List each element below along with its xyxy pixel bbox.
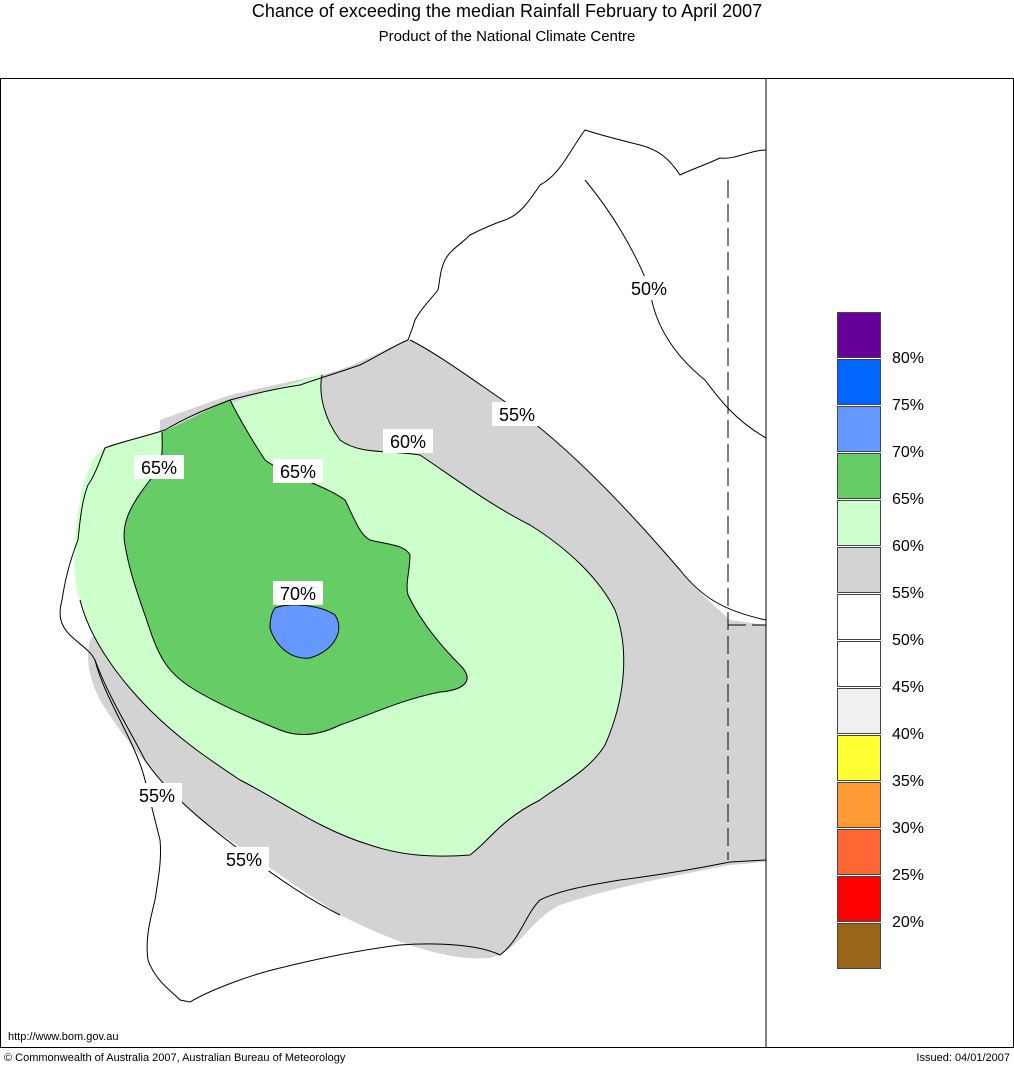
- footer-url[interactable]: http://www.bom.gov.au: [8, 1031, 119, 1043]
- contour-label-55-a-text: 55%: [499, 405, 535, 425]
- contour-65: [123, 399, 468, 735]
- coastline: [59, 98, 767, 1003]
- legend-label: 20%: [892, 914, 925, 931]
- contour-label-65-a-text: 65%: [141, 458, 177, 478]
- map-subtitle: Product of the National Climate Centre: [378, 28, 636, 45]
- footer-copyright: © Commonwealth of Australia 2007, Austra…: [4, 1052, 346, 1064]
- legend-label: 70%: [892, 444, 925, 461]
- legend-swatch: [837, 547, 881, 593]
- legend-swatch: [837, 688, 881, 734]
- legend-swatch: [837, 406, 881, 452]
- legend-swatch: [837, 453, 881, 499]
- contour-label-55-b-text: 55%: [139, 786, 175, 806]
- legend-swatch: [837, 735, 881, 781]
- legend-label: 30%: [892, 820, 925, 837]
- legend-swatch: [837, 782, 881, 828]
- zone-65-70: [124, 400, 468, 735]
- contour-55-south: [94, 659, 341, 916]
- legend-label: 65%: [892, 491, 925, 508]
- legend-swatch: [837, 312, 881, 358]
- contour-label-60: 60%: [383, 429, 433, 453]
- footer-issued: Issued: 04/01/2007: [916, 1052, 1010, 1064]
- legend-swatch: [837, 500, 881, 546]
- contour-label-60-text: 60%: [390, 432, 426, 452]
- contour-label-65-b-text: 65%: [280, 462, 316, 482]
- legend-swatch: [837, 594, 881, 640]
- legend-label: 75%: [892, 397, 925, 414]
- legend-label: 25%: [892, 867, 925, 884]
- contour-50: [584, 179, 767, 439]
- contour-label-50: 50%: [624, 276, 674, 300]
- contour-label-65-a: 65%: [134, 455, 184, 479]
- contour-label-55-a: 55%: [492, 402, 542, 426]
- contour-label-55-b: 55%: [132, 783, 182, 807]
- legend-swatch: [837, 359, 881, 405]
- contour-55-north: [409, 339, 767, 621]
- contour-label-70-text: 70%: [280, 584, 316, 604]
- map-title: Chance of exceeding the median Rainfall …: [251, 1, 763, 21]
- legend-swatch: [837, 641, 881, 687]
- legend-swatch: [837, 923, 881, 969]
- legend-label: 55%: [892, 585, 925, 602]
- contour-label-55-c-text: 55%: [226, 850, 262, 870]
- legend-swatch: [837, 829, 881, 875]
- contour-60: [79, 374, 625, 857]
- contour-label-70: 70%: [273, 581, 323, 605]
- contour-label-55-c: 55%: [219, 847, 269, 871]
- legend-label: 40%: [892, 726, 925, 743]
- zone-70-75: [269, 604, 340, 659]
- legend-swatch: [837, 876, 881, 922]
- contour-label-50-text: 50%: [631, 279, 667, 299]
- legend-label: 35%: [892, 773, 925, 790]
- legend-label: 60%: [892, 538, 925, 555]
- legend-label: 45%: [892, 679, 925, 696]
- legend-label: 80%: [892, 350, 925, 367]
- legend-label: 50%: [892, 632, 925, 649]
- contour-label-65-b: 65%: [273, 459, 323, 483]
